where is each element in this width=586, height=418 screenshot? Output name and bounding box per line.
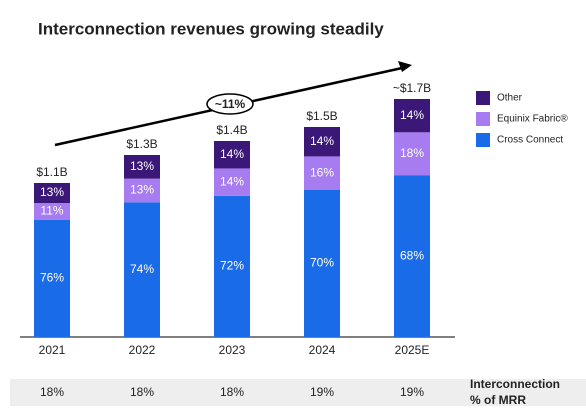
- bar-segment: [214, 168, 250, 196]
- segment-label: 76%: [40, 271, 64, 285]
- mrr-band: [10, 379, 586, 406]
- bar-segment: [34, 183, 70, 204]
- segment-label: 13%: [130, 183, 154, 197]
- bar-segment: [394, 99, 430, 133]
- annotation: ~11%: [215, 97, 246, 111]
- legend-label: Other: [497, 93, 523, 104]
- legend-swatch: [476, 112, 490, 126]
- segment-label: 72%: [220, 259, 244, 273]
- legend-swatch: [476, 133, 490, 147]
- segment-label: 14%: [220, 147, 244, 161]
- bar-segment: [124, 155, 160, 179]
- bar-segment: [34, 219, 70, 337]
- segment-label: 74%: [130, 262, 154, 276]
- mrr-value: 18%: [130, 385, 154, 399]
- segment-label: 11%: [40, 204, 63, 218]
- bar-segment: [304, 127, 340, 157]
- mrr-label: % of MRR: [470, 393, 526, 407]
- bar-segment: [304, 156, 340, 190]
- segment-label: 16%: [310, 165, 334, 179]
- total-label: $1.1B: [36, 165, 67, 179]
- segment-label: 14%: [400, 108, 424, 122]
- chart-title: Interconnection revenues growing steadil…: [38, 19, 384, 38]
- bar-segment: [214, 141, 250, 169]
- bar-segment: [124, 178, 160, 203]
- bar-segment: [394, 132, 430, 176]
- total-label: $1.4B: [216, 123, 247, 137]
- segment-label: 13%: [40, 185, 64, 199]
- segment-label: 14%: [220, 174, 244, 188]
- segment-label: 18%: [400, 146, 424, 160]
- mrr-value: 18%: [40, 385, 64, 399]
- mrr-value: 19%: [310, 385, 334, 399]
- total-label: $1.3B: [126, 137, 157, 151]
- mrr-label: Interconnection: [470, 377, 560, 391]
- bar-segment: [34, 203, 70, 220]
- x-tick-label: 2025E: [395, 343, 430, 357]
- segment-label: 68%: [400, 248, 424, 262]
- arrow-head: [398, 61, 412, 72]
- legend-label: Cross Connect: [497, 135, 563, 146]
- annotation-bubble: [206, 93, 254, 115]
- segment-label: 70%: [310, 256, 334, 270]
- x-tick-label: 2024: [309, 343, 336, 357]
- x-tick-label: 2023: [219, 343, 246, 357]
- total-label: ~$1.7B: [393, 81, 431, 95]
- bar-segment: [124, 202, 160, 337]
- segment-label: 14%: [310, 134, 334, 148]
- mrr-value: 18%: [220, 385, 244, 399]
- segment-label: 13%: [130, 159, 154, 173]
- legend-label: Equinix Fabric®: [497, 114, 568, 125]
- bar-segment: [304, 190, 340, 337]
- bar-segment: [214, 195, 250, 337]
- x-tick-label: 2021: [39, 343, 66, 357]
- legend-swatch: [476, 91, 490, 105]
- bar-segment: [394, 175, 430, 337]
- x-tick-label: 2022: [129, 343, 156, 357]
- total-label: $1.5B: [306, 109, 337, 123]
- mrr-value: 19%: [400, 385, 424, 399]
